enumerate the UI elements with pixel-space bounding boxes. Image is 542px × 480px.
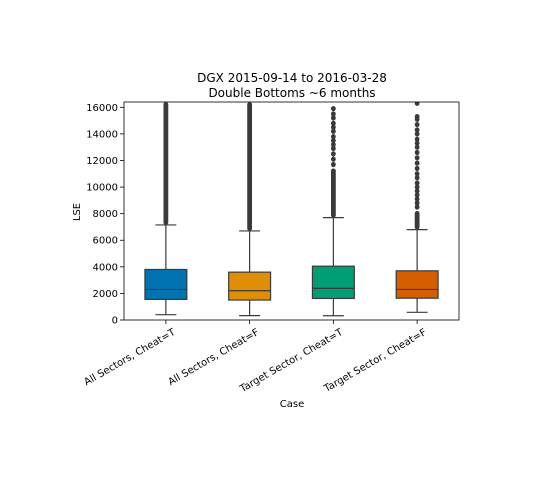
outlier-point [330,111,336,117]
y-tick-label: 2000 [93,289,118,300]
outlier-point [330,145,336,152]
plot-frame [123,101,460,321]
outlier-cluster [414,211,420,230]
outlier-cluster [247,102,253,231]
y-tick-label: 6000 [93,236,118,247]
outlier-point [414,165,420,172]
plot-area: 0 2000 4000 6000 8000 10000 12000 14000 16000 All… [82,101,460,395]
outlier-point [330,128,336,134]
outlier-point [414,127,420,133]
x-tick-label: All Sectors, Cheat=T [82,327,178,389]
outlier-point [414,114,420,120]
outlier-point [414,175,420,181]
outlier-point [414,102,420,106]
outlier-point [330,141,336,148]
x-axis-label: Case [280,399,304,410]
outlier-point [414,196,420,202]
iqr-box [228,271,272,301]
chart-subtitle: Double Bottoms ~6 months [208,86,375,100]
outlier-point [414,204,420,210]
boxes-group [144,102,439,317]
x-tick-label: All Sectors, Cheat=F [166,327,261,388]
outlier-point [414,160,420,166]
box-2 [228,102,272,317]
y-tick-label: 4000 [93,262,118,273]
outlier-point [414,188,420,194]
outlier-point [414,131,420,137]
outlier-point [330,106,336,112]
outlier-point [414,192,420,198]
outlier-point [414,184,420,190]
y-tick-label: 0 [112,316,118,327]
y-tick-label: 8000 [93,209,118,220]
y-axis-label: LSE [72,203,83,221]
chart-title: DGX 2015-09-14 to 2016-03-28 [197,71,387,85]
outlier-point [330,133,336,140]
outlier-point [414,136,420,142]
y-tick-label: 16000 [86,103,118,114]
outlier-cluster [163,102,169,225]
box-4 [395,102,439,313]
outlier-point [330,115,336,121]
outlier-cluster [330,168,336,218]
outlier-point [330,161,336,168]
y-tick-label: 10000 [86,183,118,194]
outlier-point [330,124,336,130]
outlier-point [330,151,336,157]
y-tick-label: 14000 [86,129,118,140]
iqr-box [144,268,188,300]
outlier-point [414,140,420,146]
outlier-point [330,156,336,162]
outlier-point [414,171,420,177]
outlier-point [330,120,336,126]
outlier-point [414,149,420,156]
box-3 [311,106,355,317]
outlier-point [414,180,420,186]
iqr-box [395,270,439,299]
outlier-point [330,137,336,144]
outlier-point [414,200,420,206]
outlier-point [414,144,420,150]
box-1 [144,102,188,316]
iqr-box [311,265,355,300]
y-tick-label: 12000 [86,156,118,167]
outlier-point [414,121,420,128]
outlier-point [414,155,420,161]
